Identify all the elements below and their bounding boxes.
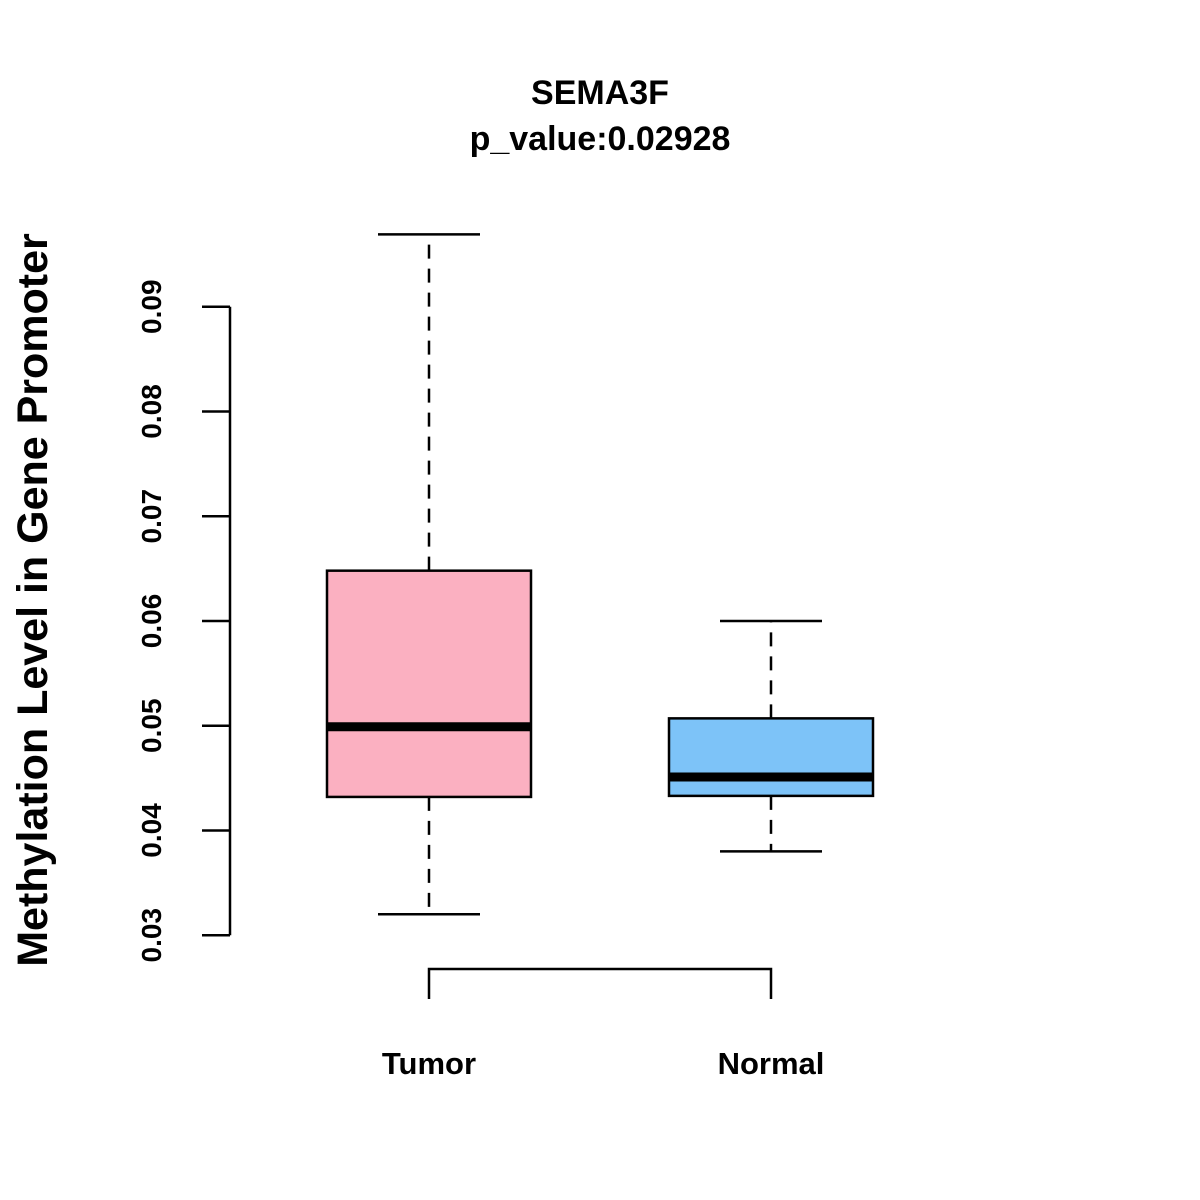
y-axis-label: Methylation Level in Gene Promoter [9,233,57,967]
y-tick-label: 0.06 [136,594,167,649]
y-tick-label: 0.08 [136,384,167,439]
boxes [325,233,875,916]
box-normal [667,619,875,853]
bracket-line [427,967,773,999]
y-axis: 0.03 0.04 0.05 0.06 0.07 0.08 0.09 [136,279,232,963]
comparison-bracket [427,967,773,999]
chart-subtitle: p_value:0.02928 [470,120,731,158]
x-tick-label-tumor: Tumor [382,1046,476,1081]
box-tumor [325,233,533,916]
y-tick-label: 0.03 [136,908,167,963]
y-tick-label: 0.07 [136,489,167,544]
iqr-box [667,717,875,798]
y-tick-label: 0.05 [136,698,167,753]
y-tick-label: 0.04 [136,803,167,858]
x-axis-labels: Tumor Normal [382,1046,824,1081]
x-tick-label-normal: Normal [718,1046,825,1081]
chart-title: SEMA3F [531,74,669,112]
iqr-box [325,569,533,799]
y-tick-label: 0.09 [136,279,167,334]
